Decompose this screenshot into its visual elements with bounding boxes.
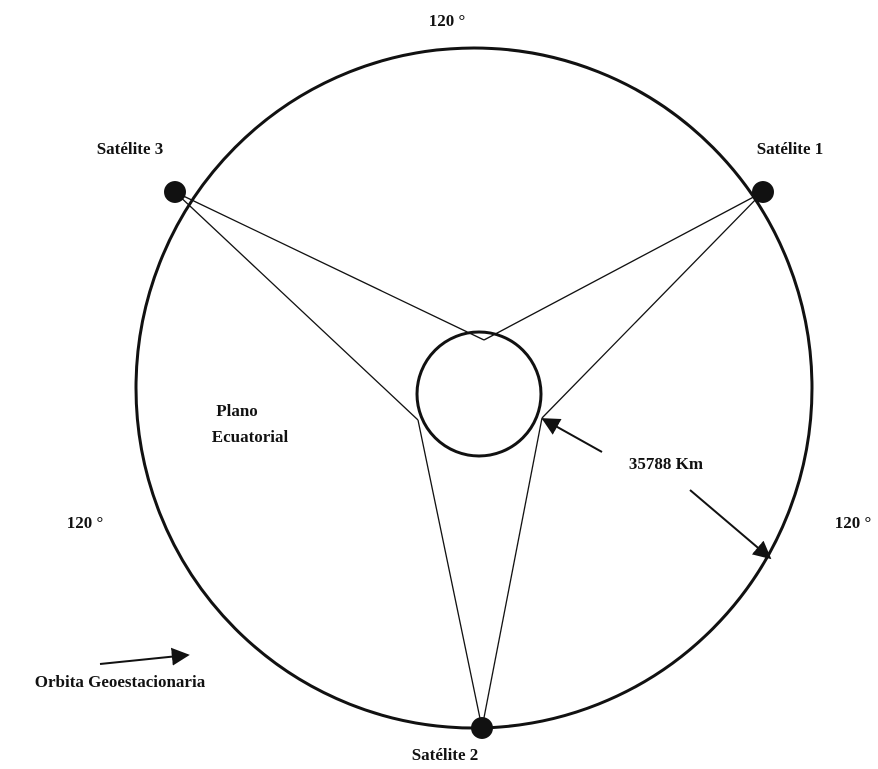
angle-label: 120 °: [429, 11, 466, 30]
satellite-label: Satélite 1: [757, 139, 824, 158]
orbit-label: Orbita Geoestacionaria: [35, 672, 206, 691]
satellite-1: [752, 181, 774, 203]
orbit-ring: [134, 46, 814, 730]
angle-label: 120 °: [67, 513, 104, 532]
distance-label: 35788 Km: [629, 454, 703, 473]
earth: [415, 330, 543, 458]
arrows: [99, 418, 772, 666]
plane-label: Ecuatorial: [212, 427, 289, 446]
plane-label: Plano: [216, 401, 258, 420]
angle-label: 120 °: [835, 513, 872, 532]
satellite-label: Satélite 2: [412, 745, 479, 764]
satellite-2: [471, 717, 493, 739]
satellite-label: Satélite 3: [97, 139, 164, 158]
satellite-3: [164, 181, 186, 203]
coverage-lines: [174, 191, 764, 729]
